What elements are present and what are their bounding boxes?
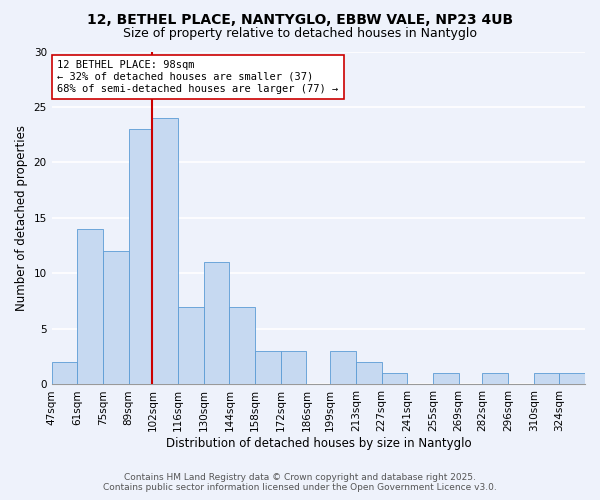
Bar [103, 252, 128, 384]
Bar [204, 262, 229, 384]
Bar [382, 374, 407, 384]
Bar [482, 374, 508, 384]
Bar [52, 362, 77, 384]
Bar [77, 229, 103, 384]
Bar [533, 374, 559, 384]
Bar [152, 118, 178, 384]
Bar [281, 351, 307, 384]
Text: Size of property relative to detached houses in Nantyglo: Size of property relative to detached ho… [123, 28, 477, 40]
Bar [229, 307, 255, 384]
Text: 12 BETHEL PLACE: 98sqm
← 32% of detached houses are smaller (37)
68% of semi-det: 12 BETHEL PLACE: 98sqm ← 32% of detached… [57, 60, 338, 94]
Bar [433, 374, 458, 384]
Bar [330, 351, 356, 384]
Y-axis label: Number of detached properties: Number of detached properties [15, 125, 28, 311]
Bar [356, 362, 382, 384]
Bar [128, 129, 152, 384]
Bar [559, 374, 585, 384]
Text: Contains HM Land Registry data © Crown copyright and database right 2025.
Contai: Contains HM Land Registry data © Crown c… [103, 473, 497, 492]
X-axis label: Distribution of detached houses by size in Nantyglo: Distribution of detached houses by size … [166, 437, 471, 450]
Text: 12, BETHEL PLACE, NANTYGLO, EBBW VALE, NP23 4UB: 12, BETHEL PLACE, NANTYGLO, EBBW VALE, N… [87, 12, 513, 26]
Bar [178, 307, 204, 384]
Bar [255, 351, 281, 384]
